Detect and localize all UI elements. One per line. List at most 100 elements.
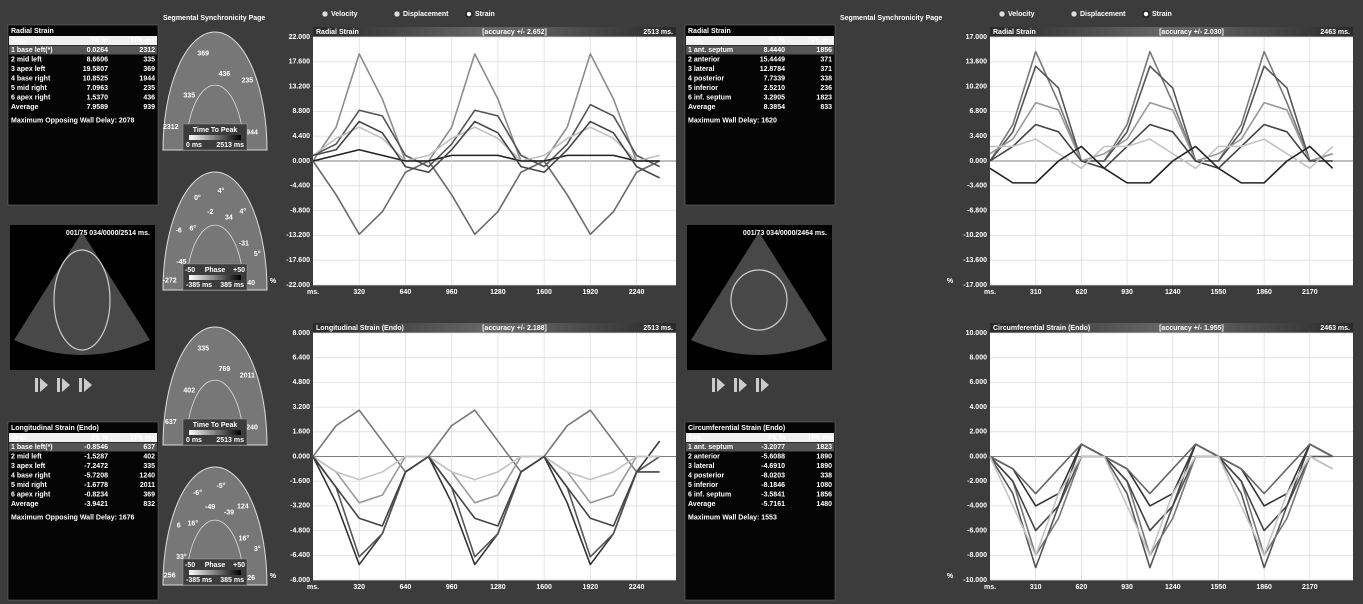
table-cell[interactable]: 5 inferior: [688, 85, 718, 92]
table-cell[interactable]: -1.6778: [84, 482, 108, 489]
table-cell[interactable]: 6 apex right: [11, 94, 51, 101]
table-cell[interactable]: 7.7339: [764, 75, 786, 82]
table-cell[interactable]: 2 anterior: [688, 56, 720, 63]
table-cell[interactable]: 12.8784: [760, 66, 785, 73]
table-cell[interactable]: 1 ant. septum: [688, 47, 733, 54]
table-cell[interactable]: 402: [143, 453, 155, 460]
table-cell[interactable]: 8.4440: [764, 47, 786, 54]
radio-button[interactable]: [1143, 11, 1149, 17]
table-cell[interactable]: 236: [820, 85, 832, 92]
table-cell[interactable]: 369: [143, 491, 155, 498]
radio-label[interactable]: Velocity: [331, 11, 358, 18]
playback-button[interactable]: [35, 378, 38, 392]
table-cell[interactable]: 1480: [816, 501, 832, 508]
table-cell[interactable]: 6 inf. septum: [688, 491, 731, 498]
table-cell[interactable]: 1240: [139, 472, 155, 479]
table-cell[interactable]: 1823: [816, 94, 832, 101]
table-cell[interactable]: 4 posterior: [688, 472, 724, 479]
table-cell[interactable]: 833: [820, 104, 832, 111]
playback-button[interactable]: [79, 378, 82, 392]
table-cell[interactable]: -3.9421: [84, 501, 108, 508]
playback-button[interactable]: [756, 378, 759, 392]
table-cell[interactable]: 335: [143, 56, 155, 63]
table-cell[interactable]: 1080: [816, 482, 832, 489]
table-cell[interactable]: Average: [11, 104, 38, 111]
radio-button[interactable]: [466, 11, 472, 17]
table-cell[interactable]: 1 base left(*): [11, 444, 53, 451]
table-cell[interactable]: 1856: [816, 491, 832, 498]
table-cell[interactable]: 1890: [816, 463, 832, 470]
table-cell[interactable]: -5.7161: [761, 501, 785, 508]
table-cell[interactable]: -8.1846: [761, 482, 785, 489]
table-cell[interactable]: 2011: [140, 482, 155, 489]
playback-button[interactable]: [734, 378, 737, 392]
table-cell[interactable]: 4 base right: [11, 472, 51, 479]
radio-button[interactable]: [999, 11, 1005, 17]
table-cell[interactable]: 5 inferior: [688, 482, 718, 489]
table-cell[interactable]: 2312: [139, 47, 155, 54]
radio-button[interactable]: [322, 11, 328, 17]
table-cell[interactable]: 335: [143, 463, 155, 470]
table-cell[interactable]: -5.6088: [761, 453, 785, 460]
table-cell[interactable]: 8.3854: [764, 104, 786, 111]
table-cell[interactable]: 338: [820, 472, 832, 479]
table-cell[interactable]: 2.5210: [764, 85, 786, 92]
table-cell[interactable]: 371: [820, 66, 832, 73]
table-cell[interactable]: 1944: [139, 75, 155, 82]
table-cell[interactable]: -5.7208: [84, 472, 108, 479]
radio-button[interactable]: [394, 11, 400, 17]
table-cell[interactable]: 3 apex left: [11, 463, 46, 470]
table-cell[interactable]: -7.2472: [84, 463, 108, 470]
table-cell[interactable]: 1 ant. septum: [688, 444, 733, 451]
table-cell[interactable]: 4 posterior: [688, 75, 724, 82]
table-cell[interactable]: 8.6606: [87, 56, 109, 63]
table-cell[interactable]: 0.0264: [87, 47, 109, 54]
table-cell[interactable]: 7.9589: [87, 104, 109, 111]
table-cell[interactable]: 832: [143, 501, 155, 508]
table-cell[interactable]: 15.4449: [760, 56, 785, 63]
table-cell[interactable]: 338: [820, 75, 832, 82]
table-cell[interactable]: 2 mid left: [11, 453, 42, 460]
table-cell[interactable]: 939: [143, 104, 155, 111]
table-cell[interactable]: 3.2905: [764, 94, 786, 101]
radio-label[interactable]: Strain: [1152, 11, 1172, 18]
table-cell[interactable]: 371: [820, 56, 832, 63]
table-cell[interactable]: Average: [688, 501, 715, 508]
table-cell[interactable]: 436: [143, 94, 155, 101]
table-cell[interactable]: 5 mid right: [11, 482, 47, 489]
table-cell[interactable]: 2 mid left: [11, 56, 42, 63]
radio-label[interactable]: Strain: [475, 11, 495, 18]
radio-label[interactable]: Displacement: [403, 11, 449, 18]
table-cell[interactable]: 2 anterior: [688, 453, 720, 460]
table-cell[interactable]: 4 base right: [11, 75, 51, 82]
table-cell[interactable]: -3.2077: [761, 444, 785, 451]
table-cell[interactable]: -0.8546: [84, 444, 108, 451]
table-cell[interactable]: -4.6910: [761, 463, 785, 470]
table-cell[interactable]: 1856: [816, 47, 832, 54]
table-cell[interactable]: 6 inf. septum: [688, 94, 731, 101]
table-cell[interactable]: 1823: [816, 444, 832, 451]
table-cell[interactable]: Average: [688, 104, 715, 111]
radio-label[interactable]: Velocity: [1008, 11, 1035, 18]
radio-label[interactable]: Displacement: [1080, 11, 1126, 18]
table-cell[interactable]: 637: [143, 444, 155, 451]
table-cell[interactable]: -1.5287: [84, 453, 108, 460]
table-cell[interactable]: 7.0963: [87, 85, 109, 92]
playback-button[interactable]: [57, 378, 60, 392]
table-cell[interactable]: -0.8234: [84, 491, 108, 498]
table-cell[interactable]: 3 apex left: [11, 66, 46, 73]
radio-button[interactable]: [1071, 11, 1077, 17]
table-cell[interactable]: -3.5841: [761, 491, 785, 498]
table-cell[interactable]: 369: [143, 66, 155, 73]
table-cell[interactable]: 235: [143, 85, 155, 92]
table-cell[interactable]: 3 lateral: [688, 463, 715, 470]
table-cell[interactable]: 10.8525: [83, 75, 108, 82]
table-cell[interactable]: -8.0203: [761, 472, 785, 479]
table-cell[interactable]: 6 apex right: [11, 491, 51, 498]
playback-button[interactable]: [712, 378, 715, 392]
table-cell[interactable]: 19.5807: [83, 66, 108, 73]
table-cell[interactable]: 1890: [816, 453, 832, 460]
table-cell[interactable]: 1 base left(*): [11, 47, 53, 54]
table-cell[interactable]: Average: [11, 501, 38, 508]
table-cell[interactable]: 5 mid right: [11, 85, 47, 92]
